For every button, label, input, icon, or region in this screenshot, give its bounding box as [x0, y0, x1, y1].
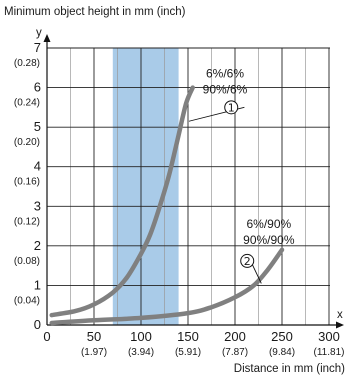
- series-2-marker: 2: [244, 255, 251, 268]
- y-tick-sublabel: (0.28): [14, 58, 40, 69]
- grid: [47, 47, 330, 325]
- y-tick-sublabel: (0.20): [14, 137, 40, 148]
- series-2-leader: [250, 261, 262, 284]
- series-2-label-a: 6%/90%: [246, 217, 291, 231]
- y-tick-label: 7: [34, 40, 41, 55]
- x-tick-label: 100: [130, 329, 152, 344]
- y-tick-label: 1: [34, 277, 41, 292]
- y-tick-label: 2: [34, 238, 41, 253]
- series-2-label-b: 90%/90%: [243, 233, 295, 247]
- x-tick-sublabel: (5.91): [175, 347, 201, 358]
- x-tick-label: 200: [224, 329, 246, 344]
- y-tick-label: 4: [34, 159, 41, 174]
- x-tick-label: 50: [87, 329, 101, 344]
- y-tick-label: 0: [34, 317, 41, 332]
- x-tick-sublabel: (11.81): [314, 347, 345, 358]
- x-tick-sublabel: (7.87): [222, 347, 248, 358]
- series-line-2: [49, 247, 285, 326]
- series-2-marker-circle: [240, 253, 255, 268]
- x-tick-sublabel: (9.84): [269, 347, 295, 358]
- y-tick-label: 6: [34, 80, 41, 95]
- x-tick-sublabel: (1.97): [81, 347, 107, 358]
- x-tick-sublabel: (3.94): [128, 347, 154, 358]
- y-tick-sublabel: (0.04): [14, 295, 40, 306]
- series-lines: [49, 85, 285, 326]
- y-axis-label: Minimum object height in mm (inch): [4, 6, 186, 18]
- series-1-label-b: 90%/6%: [203, 83, 248, 97]
- y-tick-label: 3: [34, 198, 41, 213]
- x-tick-label: 250: [271, 329, 293, 344]
- x-axis-symbol: x: [337, 309, 343, 321]
- tick-labels: 0 1 (0.04) 2 (0.08) 3 (0.12) 4 (0.16) 5 (0.20) 6 (0.…: [14, 40, 345, 358]
- x-tick-label: 0: [43, 329, 50, 344]
- series-1-marker-circle: [224, 100, 239, 115]
- x-tick-label: 300: [318, 329, 340, 344]
- y-tick-sublabel: (0.24): [14, 98, 40, 109]
- y-axis-symbol: y: [36, 27, 42, 39]
- x-tick-label: 150: [177, 329, 199, 344]
- annotations: 6%/6% 90%/6% 1 6%/90% 90%/90% 2: [188, 67, 295, 284]
- y-tick-sublabel: (0.08): [14, 256, 40, 267]
- y-tick-sublabel: (0.16): [14, 177, 40, 188]
- y-axis-arrow: [43, 34, 51, 42]
- series-1-label-a: 6%/6%: [206, 67, 244, 81]
- x-axis-arrow: [336, 321, 344, 329]
- y-tick-label: 5: [34, 119, 41, 134]
- series-line-1: [49, 85, 195, 318]
- series-1-marker: 1: [228, 101, 235, 114]
- y-tick-sublabel: (0.12): [14, 216, 40, 227]
- x-axis-label: Distance in mm (inch): [234, 363, 345, 375]
- axes: [43, 34, 344, 329]
